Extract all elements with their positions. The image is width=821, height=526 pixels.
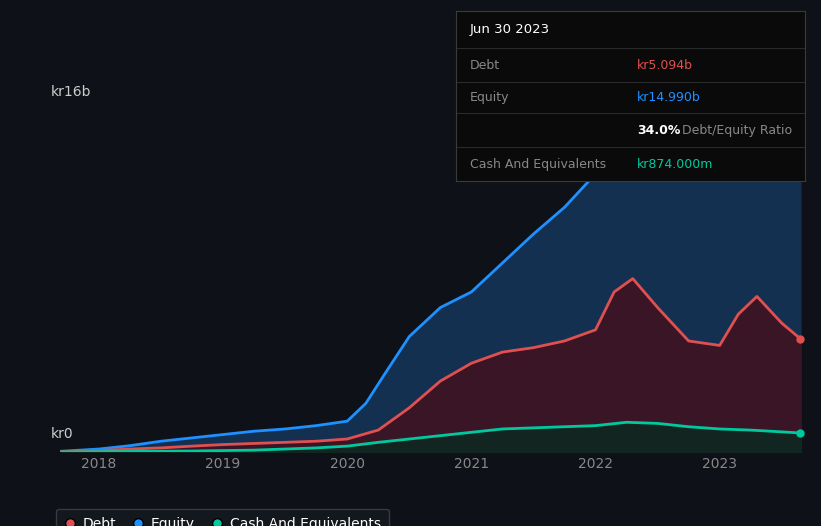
Text: Cash And Equivalents: Cash And Equivalents	[470, 158, 606, 171]
Text: 34.0%: 34.0%	[637, 124, 681, 137]
Text: Debt: Debt	[470, 59, 500, 72]
Text: kr874.000m: kr874.000m	[637, 158, 713, 171]
Text: kr0: kr0	[51, 427, 73, 441]
Text: kr14.990b: kr14.990b	[637, 91, 701, 104]
Legend: Debt, Equity, Cash And Equivalents: Debt, Equity, Cash And Equivalents	[56, 509, 389, 526]
Text: kr16b: kr16b	[51, 85, 91, 99]
Text: kr5.094b: kr5.094b	[637, 59, 693, 72]
Text: Debt/Equity Ratio: Debt/Equity Ratio	[682, 124, 792, 137]
Text: Equity: Equity	[470, 91, 509, 104]
Text: Jun 30 2023: Jun 30 2023	[470, 23, 550, 36]
